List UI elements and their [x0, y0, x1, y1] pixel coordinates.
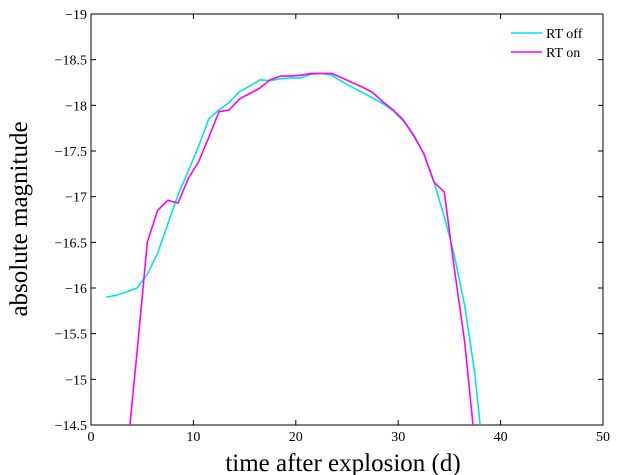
y-tick-label: −16 — [65, 282, 87, 297]
y-tick-label: −18 — [65, 99, 87, 114]
y-tick-label: −15 — [65, 373, 87, 388]
y-tick-label: −19 — [65, 8, 87, 23]
y-tick-label: −15.5 — [55, 328, 87, 343]
x-tick-label: 40 — [494, 430, 508, 445]
series-lines — [106, 72, 481, 426]
tick-labels: 0 10 20 30 40 50 −19 −18.5 −18 −17.5 −17 −16.5 −16 −1… — [55, 8, 610, 445]
y-tick-label: −14.5 — [55, 419, 87, 434]
x-tick-label: 0 — [88, 430, 95, 445]
y-tick-label: −17.5 — [55, 145, 87, 160]
y-axis-title: absolute magnitude — [6, 121, 33, 316]
legend-label-rt-on: RT on — [546, 46, 580, 61]
y-tick-label: −16.5 — [55, 236, 87, 251]
y-tick-label: −18.5 — [55, 54, 87, 69]
x-tick-label: 30 — [391, 430, 405, 445]
x-tick-label: 20 — [289, 430, 303, 445]
plot-frame — [90, 13, 604, 426]
y-tick-label: −17 — [65, 191, 87, 206]
series-line-rt-on — [129, 72, 474, 426]
ticks — [90, 13, 604, 426]
legend-label-rt-off: RT off — [546, 27, 583, 42]
x-axis-title: time after explosion (d) — [225, 450, 460, 475]
x-tick-label: 50 — [596, 430, 610, 445]
legend: RT off RT on — [511, 27, 583, 61]
x-tick-label: 10 — [186, 430, 200, 445]
